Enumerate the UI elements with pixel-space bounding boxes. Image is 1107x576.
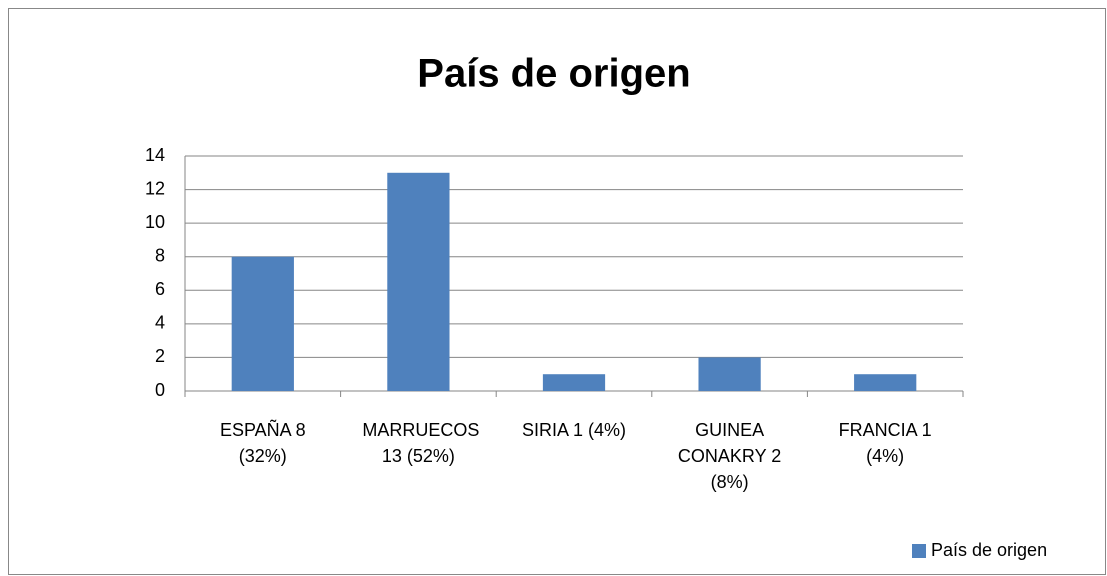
chart-border	[8, 8, 1106, 575]
bar	[854, 374, 917, 391]
x-tick-label: FRANCIA 1 (4%)	[838, 420, 932, 466]
bar	[387, 172, 450, 391]
bar	[698, 357, 761, 391]
legend-label: País de origen	[931, 540, 1047, 560]
y-tick-label: 4	[155, 313, 165, 333]
y-tick-label: 10	[145, 212, 165, 232]
y-tick-label: 2	[155, 346, 165, 366]
x-tick-label: MARRUECOS 13 (52%)	[362, 420, 480, 466]
x-tick-label: GUINEA CONAKRY 2 (8%)	[677, 420, 782, 492]
bar	[542, 374, 606, 391]
y-tick-label: 12	[145, 178, 165, 198]
y-tick-label: 0	[155, 380, 165, 400]
chart-title: País de origen	[417, 52, 690, 96]
y-tick-label: 6	[155, 279, 165, 299]
y-tick-label: 8	[155, 245, 165, 265]
legend-swatch	[912, 544, 926, 558]
y-tick-label: 14	[145, 145, 165, 165]
bar	[231, 256, 294, 391]
x-tick-label: SIRIA 1 (4%)	[521, 420, 627, 440]
x-tick-label: ESPAÑA 8 (32%)	[219, 420, 306, 466]
